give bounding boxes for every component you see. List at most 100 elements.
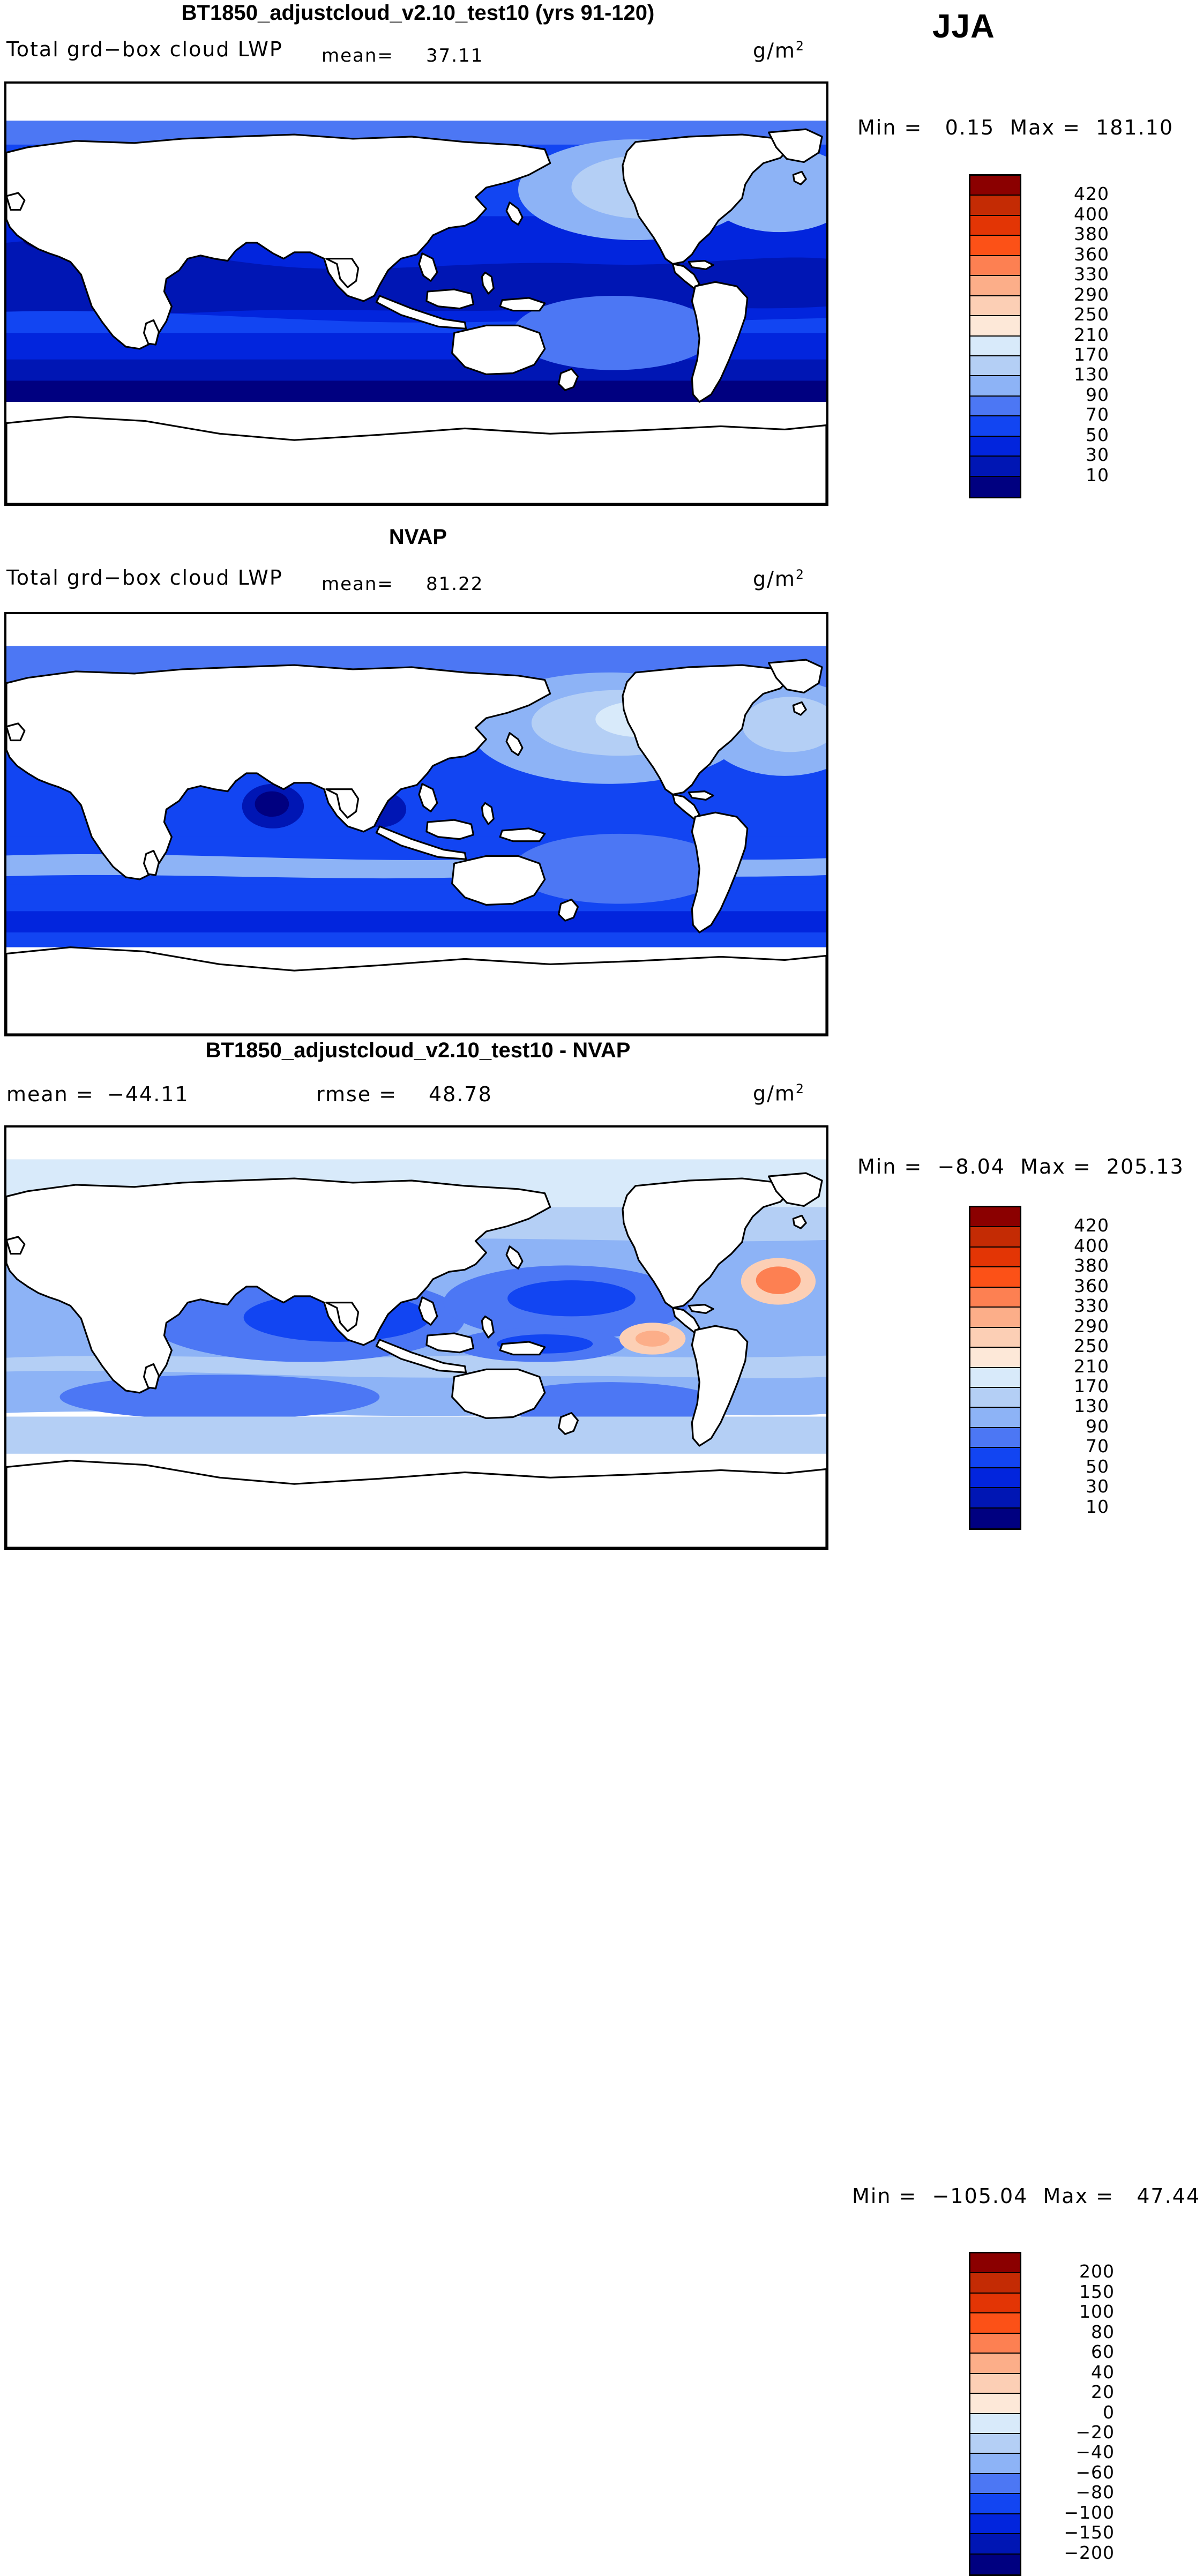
panel-1-minmax: Min = 0.15 Max = 181.10 xyxy=(857,116,1174,139)
panel-3-title: BT1850_adjustcloud_v2.10_test10 - NVAP xyxy=(205,1039,631,1062)
colorbar-tick-label: 200 xyxy=(1079,2261,1115,2282)
colorbar-tick-label: 130 xyxy=(1074,1395,1109,1417)
map-panel-model xyxy=(4,81,828,506)
colorbar-tick-label: 10 xyxy=(1086,464,1109,486)
colorbar-cell xyxy=(970,1408,1020,1428)
panel-3-max-value: 47.44 xyxy=(1137,2184,1201,2208)
panel-3-min-value: −105.04 xyxy=(932,2184,1028,2208)
map-panel-obs xyxy=(4,612,828,1036)
panel-3-mean-value: −44.11 xyxy=(107,1082,189,1106)
panel-3-minmax: Min = −105.04 Max = 47.44 xyxy=(852,2184,1200,2208)
colorbar-cell xyxy=(970,1508,1020,1528)
colorbar-tick-label: 420 xyxy=(1074,183,1109,205)
panel-2-mean-label: mean= xyxy=(322,573,394,595)
colorbar-cell xyxy=(970,1287,1020,1308)
colorbar-cell xyxy=(970,356,1020,377)
panel-2-units: g/m2 xyxy=(753,567,805,591)
colorbar-tick-label: 170 xyxy=(1074,344,1109,365)
colorbar-cell xyxy=(970,2514,1020,2535)
panel-3-min-label: Min = xyxy=(852,2184,917,2208)
panel-1-variable-label: Total grd−box cloud LWP xyxy=(6,38,283,61)
colorbar-tick-label: 330 xyxy=(1074,264,1109,285)
colorbar-tick-label: −60 xyxy=(1075,2461,1115,2483)
colorbar-cell xyxy=(970,176,1020,196)
colorbar-tick-label: 290 xyxy=(1074,1315,1109,1336)
panel-3-rmse-value: 48.78 xyxy=(429,1082,492,1106)
panel-3-units: g/m2 xyxy=(753,1081,805,1106)
colorbar-cell xyxy=(970,215,1020,236)
colorbar-labels-panel-1: 420 400 380 360 330 290 250 210 170 130 90 70 50 30 10 xyxy=(1023,174,1109,498)
panel-3-units-text: g/m xyxy=(753,1081,796,1106)
colorbar-cell xyxy=(970,457,1020,477)
colorbar-tick-label: −40 xyxy=(1075,2441,1115,2463)
colorbar-tick-label: 400 xyxy=(1074,1235,1109,1256)
panel-2-min-label: Min = xyxy=(857,1155,923,1178)
colorbar-tick-label: 70 xyxy=(1086,404,1109,425)
colorbar-tick-label: 30 xyxy=(1086,444,1109,466)
colorbar-tick-label: −100 xyxy=(1064,2502,1115,2523)
panel-2-max-label: Max = xyxy=(1020,1155,1092,1178)
colorbar-tick-label: 80 xyxy=(1091,2321,1115,2342)
colorbar-cell xyxy=(970,476,1020,497)
panel-1-units-exponent: 2 xyxy=(795,39,805,54)
colorbar-tick-label: 50 xyxy=(1086,424,1109,445)
panel-3-max-label: Max = xyxy=(1043,2184,1114,2208)
colorbar-cell xyxy=(970,196,1020,216)
panel-1-max-value: 181.10 xyxy=(1096,116,1174,139)
panel-1-units: g/m2 xyxy=(753,39,805,63)
panel-1-max-label: Max = xyxy=(1010,116,1081,139)
colorbar-cell xyxy=(970,1348,1020,1368)
colorbar-cell xyxy=(970,1327,1020,1348)
colorbar-cell xyxy=(970,2414,1020,2434)
season-label: JJA xyxy=(932,8,995,45)
colorbar-cell xyxy=(970,2273,1020,2294)
colorbar-cell xyxy=(970,2354,1020,2374)
colorbar-cell xyxy=(970,1308,1020,1328)
colorbar-tick-label: 10 xyxy=(1086,1496,1109,1517)
colorbar-tick-label: 150 xyxy=(1079,2281,1115,2302)
colorbar-cell xyxy=(970,1448,1020,1468)
panel-1-title: BT1850_adjustcloud_v2.10_test10 (yrs 91-… xyxy=(181,1,655,25)
colorbar-cell xyxy=(970,336,1020,356)
colorbar-cell xyxy=(970,1227,1020,1248)
panel-2-mean-value: 81.22 xyxy=(426,573,484,595)
colorbar-cell xyxy=(970,2394,1020,2414)
colorbar-tick-label: 70 xyxy=(1086,1436,1109,1457)
colorbar-cell xyxy=(970,316,1020,337)
colorbar-cell xyxy=(970,2333,1020,2354)
colorbar-cell xyxy=(970,436,1020,457)
map-panel-difference xyxy=(4,1125,828,1550)
colorbar-tick-label: 130 xyxy=(1074,364,1109,385)
colorbar-cell xyxy=(970,236,1020,256)
panel-obs: NVAP Total grd−box cloud LWP mean= 81.22… xyxy=(0,514,1203,1530)
colorbar-cell xyxy=(970,296,1020,317)
panel-2-min-value: −8.04 xyxy=(937,1155,1005,1178)
colorbar-cell xyxy=(970,2534,1020,2555)
colorbar-cell xyxy=(970,1368,1020,1388)
colorbar-tick-label: 360 xyxy=(1074,1275,1109,1296)
colorbar-tick-label: 420 xyxy=(1074,1215,1109,1236)
colorbar-tick-label: 380 xyxy=(1074,223,1109,245)
panel-2-title: NVAP xyxy=(388,525,447,549)
panel-2-minmax: Min = −8.04 Max = 205.13 xyxy=(857,1155,1184,1178)
colorbar-tick-label: 360 xyxy=(1074,243,1109,265)
colorbar-tick-label: −200 xyxy=(1064,2542,1115,2563)
panel-2-variable-label: Total grd−box cloud LWP xyxy=(6,566,283,589)
colorbar-cell xyxy=(970,256,1020,277)
colorbar-tick-label: 60 xyxy=(1091,2341,1115,2363)
colorbar-cell xyxy=(970,2474,1020,2495)
colorbar-panel-2 xyxy=(969,1206,1021,1530)
colorbar-tick-label: −150 xyxy=(1064,2522,1115,2543)
colorbar-tick-label: 90 xyxy=(1086,1415,1109,1437)
colorbar-labels-panel-3: 200 150 100 80 60 40 20 0 −20 −40 −60 −80 −100 −150 −2… xyxy=(1023,2252,1115,2576)
panel-3-mean-label: mean = xyxy=(6,1082,94,1106)
panel-1-mean-value: 37.11 xyxy=(426,45,484,66)
colorbar-tick-label: 250 xyxy=(1074,304,1109,325)
colorbar-tick-label: 20 xyxy=(1091,2381,1115,2403)
colorbar-cell xyxy=(970,1468,1020,1489)
panel-1-min-label: Min = xyxy=(857,116,923,139)
colorbar-tick-label: 250 xyxy=(1074,1335,1109,1357)
colorbar-panel-3 xyxy=(969,2252,1021,2576)
colorbar-cell xyxy=(970,2253,1020,2274)
panel-1-mean-label: mean= xyxy=(322,45,394,66)
